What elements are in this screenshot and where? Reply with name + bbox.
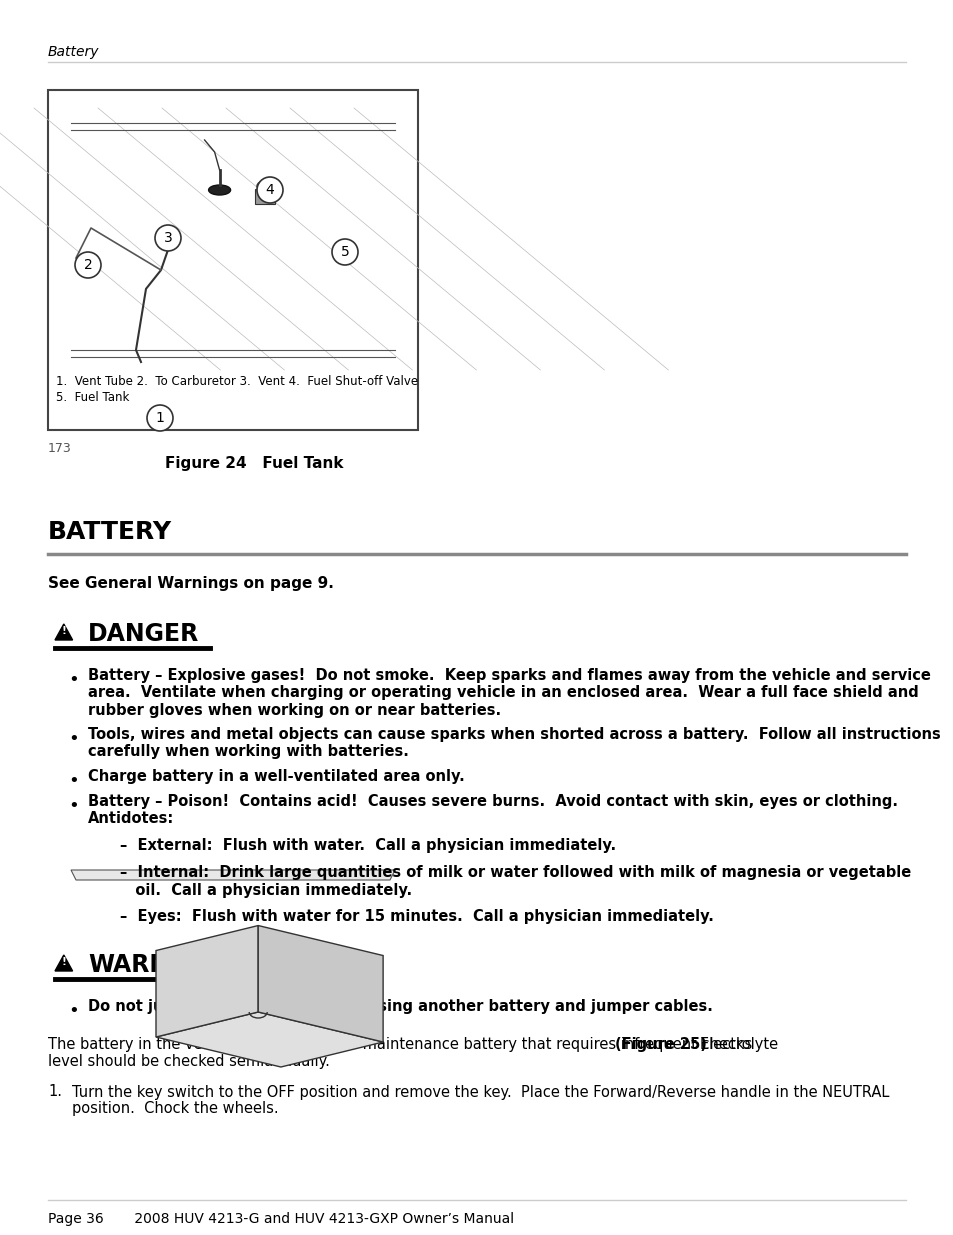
Text: 173: 173 [48,442,71,454]
Text: 1: 1 [155,411,164,425]
Polygon shape [55,955,72,971]
Text: position.  Chock the wheels.: position. Chock the wheels. [71,1100,278,1116]
Text: level should be checked semiannually.: level should be checked semiannually. [48,1053,330,1070]
Bar [254,189,274,204]
Circle shape [147,405,172,431]
Text: .  Electrolyte: . Electrolyte [685,1037,777,1052]
Text: Turn the key switch to the OFF position and remove the key.  Place the Forward/R: Turn the key switch to the OFF position … [71,1084,888,1099]
Text: The battery in the vehicle is a 12-volt, low-maintenance battery that requires i: The battery in the vehicle is a 12-volt,… [48,1037,756,1052]
Polygon shape [55,624,72,640]
Text: Do not jump-start a dead battery using another battery and jumper cables.: Do not jump-start a dead battery using a… [88,999,712,1014]
Text: Charge battery in a well-ventilated area only.: Charge battery in a well-ventilated area… [88,768,464,783]
Text: –  Internal:  Drink large quantities of milk or water followed with milk of magn: – Internal: Drink large quantities of mi… [120,866,910,898]
Text: !: ! [61,957,66,967]
Circle shape [154,225,181,251]
Circle shape [256,177,283,203]
Text: •: • [68,730,79,747]
Text: 3: 3 [164,231,172,245]
Text: Battery – Explosive gases!  Do not smoke.  Keep sparks and flames away from the : Battery – Explosive gases! Do not smoke.… [88,668,930,718]
Text: WARNING: WARNING [88,953,216,977]
Text: (Figure 25): (Figure 25) [615,1037,706,1052]
Text: See General Warnings on page 9.: See General Warnings on page 9. [48,576,334,592]
Polygon shape [258,925,383,1042]
Polygon shape [156,1011,383,1067]
Circle shape [332,240,357,266]
Text: 1.: 1. [48,1084,62,1099]
Text: Battery – Poison!  Contains acid!  Causes severe burns.  Avoid contact with skin: Battery – Poison! Contains acid! Causes … [88,794,897,826]
Text: •: • [68,797,79,815]
Text: •: • [68,1002,79,1020]
Text: !: ! [61,626,66,636]
Text: 5.  Fuel Tank: 5. Fuel Tank [56,391,130,404]
Text: •: • [68,772,79,789]
Text: 4: 4 [265,183,274,198]
Text: BATTERY: BATTERY [48,520,172,543]
Circle shape [75,252,101,278]
Text: Figure 24   Fuel Tank: Figure 24 Fuel Tank [165,456,343,471]
Text: 5: 5 [340,245,349,259]
Text: –  Eyes:  Flush with water for 15 minutes.  Call a physician immediately.: – Eyes: Flush with water for 15 minutes.… [120,909,713,925]
Text: Tools, wires and metal objects can cause sparks when shorted across a battery.  : Tools, wires and metal objects can cause… [88,726,940,758]
Ellipse shape [209,185,231,195]
Text: •: • [68,671,79,689]
Bar [48,90,417,430]
Ellipse shape [256,182,273,191]
Text: 1.  Vent Tube 2.  To Carburetor 3.  Vent 4.  Fuel Shut-off Valve: 1. Vent Tube 2. To Carburetor 3. Vent 4.… [56,375,417,388]
Text: Battery: Battery [48,44,99,59]
Polygon shape [156,925,258,1037]
Text: –  External:  Flush with water.  Call a physician immediately.: – External: Flush with water. Call a phy… [120,839,616,853]
Text: DANGER: DANGER [88,622,199,646]
Polygon shape [71,869,395,881]
Text: Page 36       2008 HUV 4213-G and HUV 4213-GXP Owner’s Manual: Page 36 2008 HUV 4213-G and HUV 4213-GXP… [48,1212,514,1226]
Text: 2: 2 [84,258,92,272]
